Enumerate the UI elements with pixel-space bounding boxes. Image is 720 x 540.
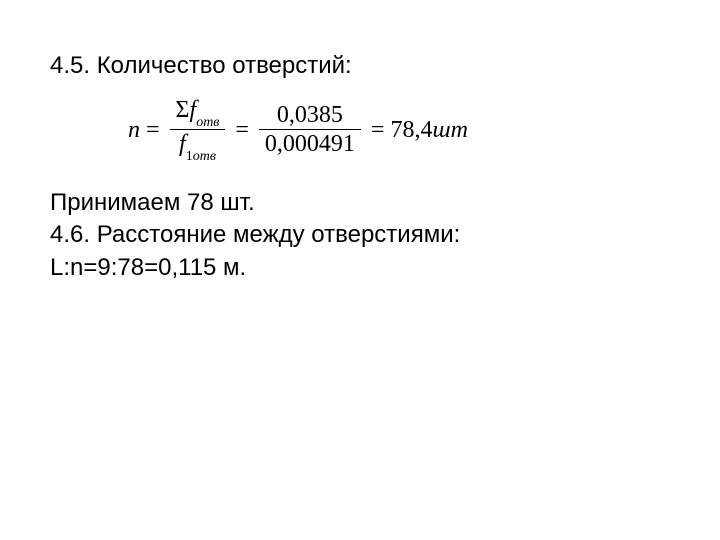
result-unit: шт	[432, 118, 467, 142]
sub-otv-den: отв	[193, 149, 216, 164]
fraction-symbolic-den: f1отв	[173, 130, 222, 163]
sub-1otv-den: 1отв	[186, 149, 216, 164]
accept-line: Принимаем 78 шт.	[50, 187, 720, 219]
sigma: Σ	[176, 97, 190, 123]
document-page: 4.5. Количество отверстий: n = Σfотв f1о…	[0, 0, 720, 540]
heading-4-5: 4.5. Количество отверстий:	[50, 50, 720, 82]
fraction-numeric: 0,0385 0,000491	[259, 101, 361, 158]
calc-line: L:n=9:78=0,115 м.	[50, 252, 720, 284]
sub-otv-num: отв	[196, 115, 219, 130]
equals-1: =	[146, 118, 160, 142]
f-den: f	[179, 131, 186, 157]
equals-3: =	[371, 118, 385, 142]
heading-4-6: 4.6. Расстояние между отверстиями:	[50, 219, 720, 251]
fraction-numeric-num: 0,0385	[271, 101, 349, 129]
var-n: n	[128, 118, 140, 142]
formula: n = Σfотв f1отв = 0,0385 0,000491 = 78,4…	[128, 96, 468, 163]
fraction-numeric-den: 0,000491	[259, 130, 361, 158]
result-number: 78,4	[390, 118, 432, 142]
body-text: Принимаем 78 шт. 4.6. Расстояние между о…	[50, 187, 720, 284]
fraction-symbolic-num: Σfотв	[170, 96, 226, 129]
equals-2: =	[235, 118, 249, 142]
sub-one: 1	[186, 149, 193, 164]
formula-block: n = Σfотв f1отв = 0,0385 0,000491 = 78,4…	[50, 96, 720, 163]
fraction-symbolic: Σfотв f1отв	[170, 96, 226, 163]
